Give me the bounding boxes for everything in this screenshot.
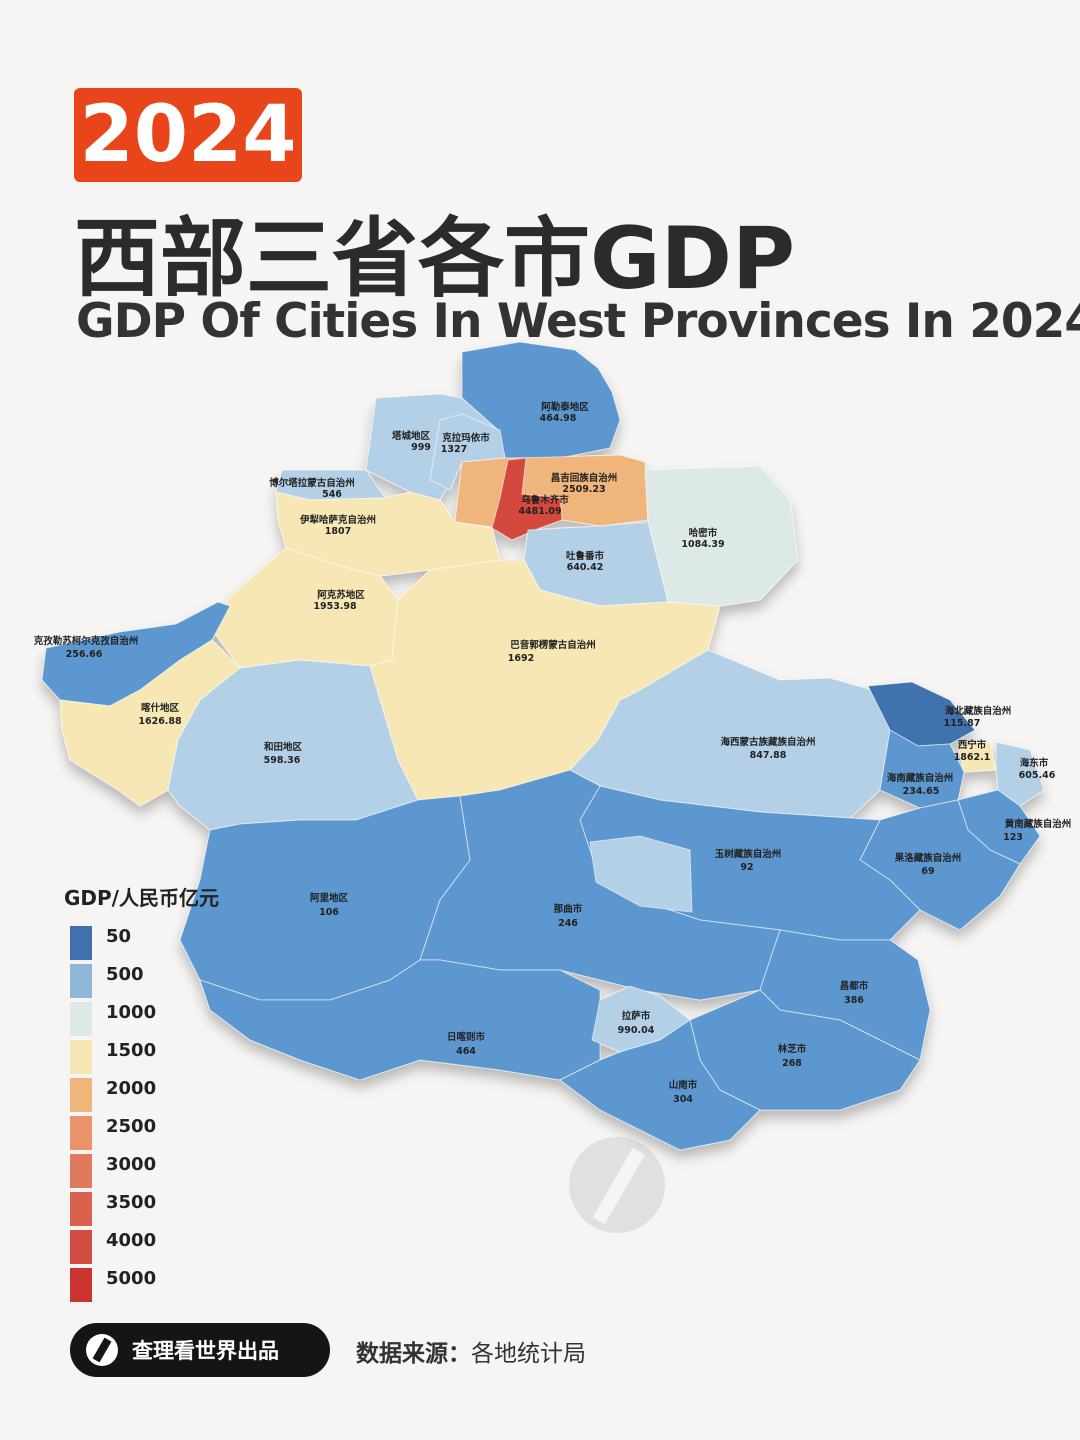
label-nyingchi-value: 268	[782, 1058, 802, 1069]
source-key: 数据来源：	[356, 1341, 471, 1367]
label-haibei-name: 海北藏族自治州	[945, 705, 1012, 717]
label-qamdo-value: 386	[844, 995, 864, 1006]
label-ngari-name: 阿里地区	[310, 892, 349, 904]
legend-swatch	[70, 1002, 92, 1036]
region-hami[interactable]	[644, 465, 799, 607]
legend-value: 500	[106, 964, 144, 985]
label-shigatse-value: 464	[456, 1046, 476, 1057]
label-altay-name: 阿勒泰地区	[541, 401, 589, 413]
label-changji-value: 2509.23	[562, 484, 605, 495]
region-urumqi[interactable]	[491, 457, 563, 541]
label-haixi-value: 847.88	[750, 750, 787, 761]
label-kashgar-name: 喀什地区	[141, 702, 180, 714]
label-kizilsu-value: 256.66	[66, 649, 103, 660]
legend-swatch	[70, 1116, 92, 1150]
legend-value: 1500	[106, 1040, 157, 1061]
legend-swatch	[70, 1040, 92, 1074]
label-karamay-value: 1327	[441, 444, 467, 455]
label-hami-name: 哈密市	[689, 527, 718, 539]
page-title: 西部三省各市GDP	[74, 209, 796, 309]
legend-swatch	[70, 1078, 92, 1112]
label-shannan-value: 304	[673, 1094, 693, 1105]
source-value: 各地统计局	[471, 1341, 586, 1367]
label-changji-name: 昌吉回族自治州	[551, 472, 618, 484]
legend-swatch	[70, 1268, 92, 1302]
label-tacheng-name: 塔城地区	[392, 430, 431, 442]
label-yushu-value: 92	[740, 862, 753, 873]
legend-value: 3500	[106, 1192, 157, 1213]
legend-swatch	[70, 1230, 92, 1264]
legend-swatch	[70, 1192, 92, 1226]
label-nagqu-name: 那曲市	[554, 903, 583, 915]
legend-value: 5000	[106, 1268, 157, 1289]
label-hotan-value: 598.36	[264, 755, 301, 766]
label-xining-name: 西宁市	[958, 739, 987, 751]
label-altay-value: 464.98	[540, 413, 577, 424]
label-tacheng-value: 999	[411, 442, 431, 453]
legend-value: 4000	[106, 1230, 157, 1251]
label-haidong-value: 605.46	[1019, 770, 1056, 781]
label-turpan-value: 640.42	[567, 562, 604, 573]
legend-value: 3000	[106, 1154, 157, 1175]
label-hami-value: 1084.39	[681, 539, 724, 550]
label-urumqi-name: 乌鲁木齐市	[521, 494, 569, 506]
watermark-logo	[569, 1137, 665, 1233]
label-bayingolin-value: 1692	[508, 653, 534, 664]
label-aksu-value: 1953.98	[313, 601, 357, 612]
label-urumqi-value: 4481.09	[518, 506, 561, 517]
label-kizilsu-name: 克孜勒苏柯尔克孜自治州	[34, 635, 139, 647]
legend-value: 50	[106, 926, 132, 947]
brand-label: 查理看世界出品	[132, 1339, 279, 1363]
label-ngari-value: 106	[319, 907, 339, 918]
region-nagqu-lake	[589, 835, 693, 913]
brand-logo-icon	[86, 1334, 118, 1366]
legend-title: GDP/人民币亿元	[64, 886, 219, 910]
legend-swatch	[70, 964, 92, 998]
year-badge: 2024	[74, 88, 302, 182]
label-qamdo-name: 昌都市	[840, 980, 869, 992]
label-aksu-name: 阿克苏地区	[317, 589, 365, 601]
label-haidong-name: 海东市	[1020, 757, 1049, 769]
legend-value: 1000	[106, 1002, 157, 1023]
label-shannan-name: 山南市	[669, 1079, 698, 1091]
label-karamay-name: 克拉玛依市	[442, 432, 490, 444]
label-bortala-name: 博尔塔拉蒙古自治州	[269, 477, 355, 489]
label-hainan-name: 海南藏族自治州	[887, 772, 954, 784]
label-nyingchi-name: 林芝市	[778, 1043, 807, 1055]
legend-swatch	[70, 926, 92, 960]
label-yushu-name: 玉树藏族自治州	[715, 848, 782, 860]
region-shannan[interactable]	[559, 1019, 761, 1151]
label-nagqu-value: 246	[558, 918, 578, 929]
label-huangnan-value: 123	[1003, 832, 1023, 843]
label-xining-value: 1862.1	[954, 752, 991, 763]
legend-value: 2500	[106, 1116, 157, 1137]
label-golog-value: 69	[921, 866, 934, 877]
label-golog-name: 果洛藏族自治州	[894, 852, 962, 864]
label-turpan-name: 吐鲁番市	[566, 550, 605, 562]
label-lhasa-value: 990.04	[618, 1025, 655, 1036]
label-shigatse-name: 日喀则市	[447, 1031, 486, 1043]
data-source: 数据来源：各地统计局	[356, 1334, 586, 1368]
label-hotan-name: 和田地区	[263, 741, 303, 753]
label-ili-value: 1807	[325, 526, 351, 537]
region-labels: 阿勒泰地区 464.98 塔城地区 999 克拉玛依市 1327 博尔塔拉蒙古自…	[34, 401, 1072, 1105]
legend-swatch	[70, 1154, 92, 1188]
label-hainan-value: 234.65	[903, 786, 940, 797]
label-lhasa-name: 拉萨市	[622, 1010, 651, 1022]
label-kashgar-value: 1626.88	[138, 716, 182, 727]
page-subtitle: GDP Of Cities In West Provinces In 2024	[76, 294, 1080, 349]
label-haixi-name: 海西蒙古族藏族自治州	[720, 736, 815, 748]
label-haibei-value: 115.87	[944, 718, 981, 729]
brand-badge: 查理看世界出品	[70, 1323, 330, 1377]
label-bortala-value: 546	[322, 489, 342, 500]
label-ili-name: 伊犁哈萨克自治州	[299, 514, 376, 526]
label-bayingolin-name: 巴音郭楞蒙古自治州	[510, 639, 596, 651]
region-hainan[interactable]	[879, 729, 965, 809]
legend-value: 2000	[106, 1078, 157, 1099]
label-huangnan-name: 黄南藏族自治州	[1005, 818, 1072, 830]
